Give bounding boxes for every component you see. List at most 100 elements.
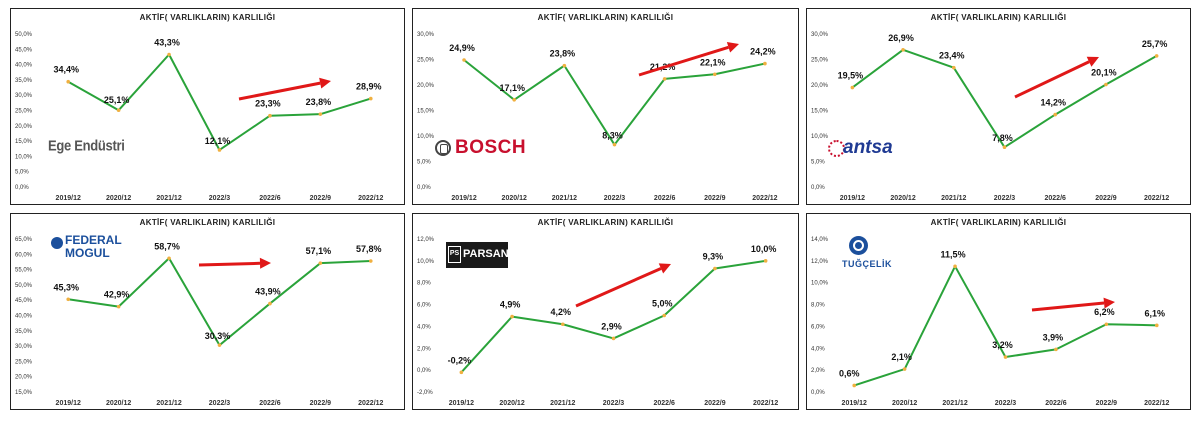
y-tick-label: 10,0%: [15, 154, 33, 160]
data-point: [1154, 54, 1159, 58]
data-point: [66, 297, 71, 302]
y-tick-label: 8,0%: [417, 281, 431, 287]
data-point: [901, 48, 905, 52]
data-label: 57,1%: [306, 246, 332, 256]
data-label: 43,9%: [255, 287, 281, 297]
y-tick-label: 15,0%: [15, 139, 33, 145]
x-tick-label: 2021/12: [941, 195, 966, 202]
x-tick-label: 2022/12: [753, 400, 778, 407]
x-tick-label: 2020/12: [892, 400, 917, 407]
data-point: [459, 370, 464, 375]
y-tick-label: 40,0%: [15, 63, 33, 69]
x-tick-label: 2022/3: [209, 400, 231, 407]
data-point: [368, 259, 373, 263]
y-tick-label: 15,0%: [811, 109, 829, 115]
y-tick-label: 15,0%: [417, 109, 435, 115]
data-label: 12,1%: [205, 136, 231, 146]
data-label: 2,1%: [891, 352, 912, 362]
data-point: [1002, 145, 1007, 150]
x-tick-label: 2022/12: [358, 195, 383, 202]
y-tick-label: 55,0%: [15, 268, 33, 274]
data-label: 45,3%: [53, 282, 79, 292]
data-label: 0,6%: [839, 368, 860, 378]
x-tick-label: 2022/3: [995, 400, 1017, 407]
y-tick-label: 0,0%: [811, 390, 825, 396]
y-tick-label: -2,0%: [417, 390, 433, 396]
x-tick-label: 2022/6: [259, 195, 281, 202]
trend-arrow-icon: [658, 263, 671, 274]
data-label: 28,9%: [356, 82, 382, 92]
y-tick-label: 45,0%: [15, 298, 33, 304]
x-tick-label: 2020/12: [890, 195, 915, 202]
data-label: 34,4%: [53, 65, 79, 75]
chart-title: AKTİF( VARLIKLARIN) KARLILIĞI: [538, 218, 674, 227]
data-label: 23,8%: [550, 49, 576, 59]
y-tick-label: 20,0%: [15, 124, 33, 130]
data-label: 2,9%: [601, 321, 622, 331]
y-tick-label: 4,0%: [417, 324, 431, 330]
data-point: [318, 112, 323, 116]
data-point: [951, 65, 956, 70]
line-chart: AKTİF( VARLIKLARIN) KARLILIĞI 0,0% 5,0% 10,…: [811, 13, 1169, 202]
data-point: [318, 261, 323, 265]
data-point: [1053, 112, 1058, 117]
data-label: 25,7%: [1142, 39, 1168, 49]
data-label: 42,9%: [104, 290, 130, 300]
data-point: [268, 113, 272, 118]
x-tick-label: 2019/12: [449, 400, 474, 407]
data-label: 25,1%: [104, 95, 130, 105]
chart-panel-parsan: AKTİF( VARLIKLARIN) KARLILIĞI -2,0% 0,0% 2,…: [412, 213, 799, 410]
chart-title: AKTİF( VARLIKLARIN) KARLILIĞI: [931, 13, 1067, 22]
data-label: 20,1%: [1091, 67, 1117, 77]
y-tick-label: 10,0%: [417, 134, 435, 140]
data-point: [167, 256, 171, 261]
x-tick-label: 2021/12: [552, 195, 577, 202]
x-tick-label: 2022/6: [1045, 195, 1067, 202]
data-label: 3,9%: [1043, 332, 1064, 342]
data-point: [512, 97, 517, 102]
y-tick-label: 30,0%: [417, 32, 435, 38]
x-tick-label: 2022/3: [603, 400, 625, 407]
data-point: [612, 142, 617, 147]
y-tick-label: 14,0%: [811, 237, 829, 243]
x-tick-label: 2022/12: [752, 195, 777, 202]
data-label: 30,3%: [205, 331, 231, 341]
chart-panel-tugcelik: AKTİF( VARLIKLARIN) KARLILIĞI 0,0% 2,0% 4,0…: [806, 213, 1191, 410]
data-point: [66, 79, 71, 84]
x-tick-label: 2022/9: [310, 400, 332, 407]
company-logo: TUĞÇELİK: [842, 259, 892, 269]
line-chart: AKTİF( VARLIKLARIN) KARLILIĞI 0,0% 2,0% 4,0…: [811, 218, 1170, 407]
data-point: [510, 314, 514, 319]
x-tick-label: 2022/12: [358, 400, 383, 407]
data-point: [713, 266, 717, 271]
data-point: [462, 58, 466, 62]
y-tick-label: 5,0%: [811, 160, 825, 166]
data-point: [611, 336, 616, 341]
data-label: 6,1%: [1145, 308, 1166, 318]
y-tick-label: 25,0%: [15, 359, 33, 365]
chart-title: AKTİF( VARLIKLARIN) KARLILIĞI: [140, 218, 276, 227]
parsan-logo-box: PS PARSAN: [446, 242, 509, 268]
data-point: [1104, 82, 1108, 87]
y-tick-label: 12,0%: [417, 237, 435, 243]
data-point: [560, 322, 565, 327]
data-point: [712, 72, 717, 77]
trend-arrow-shaft: [638, 45, 729, 77]
company-logo: FEDERAL MOGUL: [65, 233, 122, 260]
y-tick-label: 6,0%: [417, 303, 431, 309]
data-point: [902, 367, 907, 371]
data-point: [662, 77, 667, 81]
data-label: 24,2%: [750, 47, 776, 57]
series-line: [460, 259, 766, 374]
data-label: 3,2%: [992, 340, 1013, 350]
data-point: [1003, 355, 1008, 359]
y-tick-label: 25,0%: [811, 58, 829, 64]
x-tick-label: 2022/6: [654, 400, 676, 407]
x-tick-label: 2022/6: [654, 195, 676, 202]
y-tick-label: 6,0%: [811, 324, 825, 330]
y-tick-label: 10,0%: [417, 259, 435, 265]
x-tick-label: 2022/3: [994, 195, 1016, 202]
y-tick-label: 5,0%: [15, 170, 29, 176]
data-label: 8,3%: [602, 131, 623, 141]
y-tick-label: 60,0%: [15, 252, 33, 258]
